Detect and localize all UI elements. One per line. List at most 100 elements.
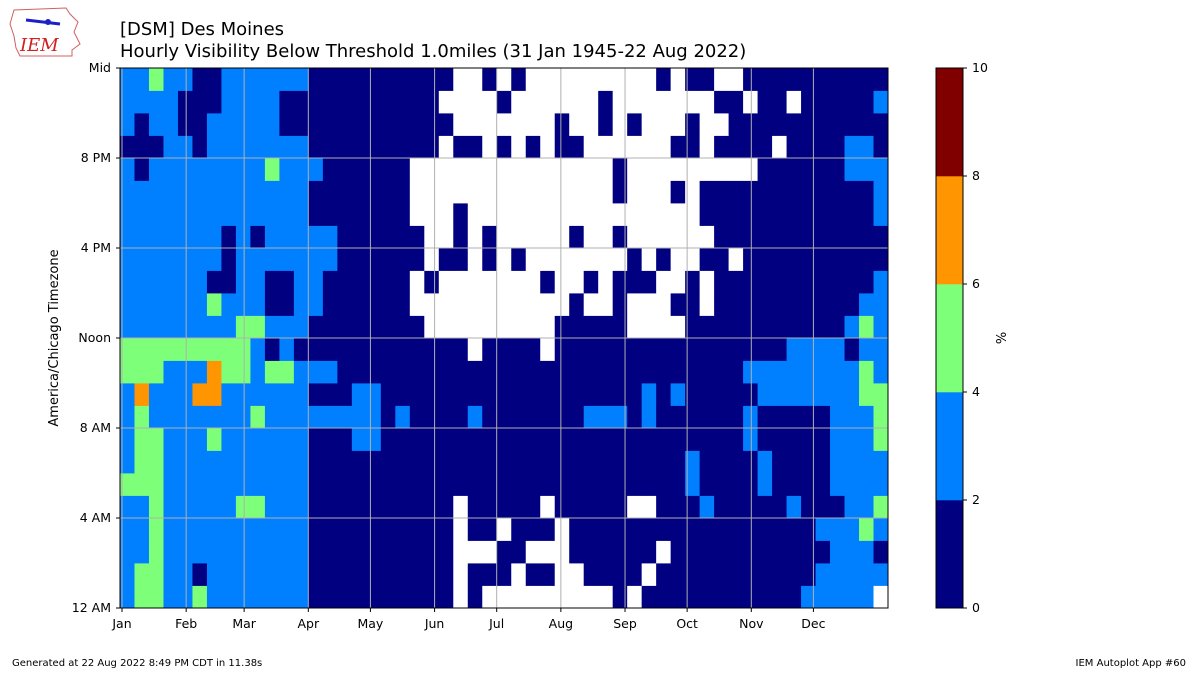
heatmap-cell bbox=[337, 338, 352, 361]
heatmap-cell bbox=[192, 136, 207, 159]
y-tick-label: 8 AM bbox=[80, 420, 111, 435]
heatmap-cell bbox=[598, 113, 613, 136]
heatmap-cell bbox=[787, 586, 802, 609]
heatmap-cell bbox=[134, 203, 149, 226]
heatmap-cell bbox=[700, 181, 715, 204]
heatmap-cell bbox=[642, 406, 657, 429]
heatmap-cell bbox=[453, 113, 468, 136]
heatmap-cell bbox=[758, 271, 773, 294]
heatmap-cell bbox=[337, 158, 352, 181]
heatmap-cell bbox=[511, 136, 526, 159]
heatmap-cell bbox=[410, 541, 425, 564]
heatmap-cell bbox=[816, 383, 831, 406]
heatmap-cell bbox=[511, 338, 526, 361]
heatmap-cell bbox=[366, 586, 381, 609]
heatmap-cell bbox=[366, 136, 381, 159]
heatmap-cell bbox=[772, 473, 787, 496]
heatmap-cell bbox=[627, 428, 642, 451]
heatmap-cell bbox=[642, 271, 657, 294]
heatmap-cell bbox=[526, 68, 541, 91]
heatmap-cell bbox=[497, 293, 512, 316]
heatmap-cell bbox=[830, 136, 845, 159]
heatmap-cell bbox=[729, 496, 744, 519]
heatmap-cell bbox=[497, 586, 512, 609]
heatmap-cell bbox=[859, 406, 874, 429]
heatmap-cell bbox=[482, 181, 497, 204]
heatmap-cell bbox=[700, 451, 715, 474]
heatmap-cell bbox=[265, 113, 280, 136]
heatmap-cell bbox=[207, 271, 222, 294]
heatmap-cell bbox=[134, 541, 149, 564]
heatmap-cell bbox=[787, 451, 802, 474]
heatmap-cell bbox=[714, 181, 729, 204]
heatmap-cell bbox=[874, 383, 889, 406]
heatmap-cell bbox=[395, 293, 410, 316]
heatmap-cell bbox=[352, 316, 367, 339]
heatmap-cell bbox=[410, 361, 425, 384]
heatmap-cell bbox=[642, 518, 657, 541]
heatmap-cell bbox=[758, 496, 773, 519]
heatmap-cell bbox=[714, 226, 729, 249]
heatmap-cell bbox=[366, 248, 381, 271]
heatmap-cell bbox=[337, 451, 352, 474]
heatmap-cell bbox=[236, 428, 251, 451]
heatmap-cell bbox=[178, 91, 193, 114]
heatmap-cell bbox=[816, 203, 831, 226]
heatmap-cell bbox=[207, 428, 222, 451]
heatmap-cell bbox=[294, 383, 309, 406]
heatmap-cell bbox=[192, 541, 207, 564]
heatmap-cell bbox=[526, 451, 541, 474]
heatmap-cell bbox=[236, 136, 251, 159]
heatmap-cell bbox=[787, 68, 802, 91]
heatmap-cell bbox=[859, 541, 874, 564]
heatmap-cell bbox=[555, 451, 570, 474]
heatmap-cell bbox=[410, 226, 425, 249]
heatmap-cell bbox=[395, 451, 410, 474]
heatmap-cell bbox=[294, 203, 309, 226]
heatmap-cell bbox=[584, 136, 599, 159]
heatmap-cell bbox=[526, 136, 541, 159]
heatmap-cell bbox=[714, 91, 729, 114]
heatmap-cell bbox=[743, 248, 758, 271]
heatmap-cell bbox=[221, 91, 236, 114]
heatmap-cell bbox=[569, 586, 584, 609]
heatmap-cell bbox=[540, 136, 555, 159]
heatmap-cell bbox=[714, 136, 729, 159]
heatmap-cell bbox=[482, 586, 497, 609]
heatmap-cell bbox=[787, 473, 802, 496]
heatmap-cell bbox=[149, 316, 164, 339]
heatmap-cell bbox=[526, 158, 541, 181]
heatmap-cell bbox=[729, 473, 744, 496]
heatmap-cell bbox=[236, 338, 251, 361]
y-tick-label: 4 AM bbox=[80, 510, 111, 525]
heatmap-cell bbox=[816, 496, 831, 519]
heatmap-cell bbox=[352, 361, 367, 384]
heatmap-cell bbox=[410, 406, 425, 429]
y-tick-label: 4 PM bbox=[81, 240, 111, 255]
heatmap-cell bbox=[555, 91, 570, 114]
heatmap-cell bbox=[642, 181, 657, 204]
heatmap-cell bbox=[482, 406, 497, 429]
heatmap-cell bbox=[366, 293, 381, 316]
heatmap-cell bbox=[149, 181, 164, 204]
heatmap-cell bbox=[540, 541, 555, 564]
heatmap-cell bbox=[163, 428, 178, 451]
heatmap-cell bbox=[700, 428, 715, 451]
heatmap-cell bbox=[569, 541, 584, 564]
heatmap-cell bbox=[772, 248, 787, 271]
heatmap-cell bbox=[279, 361, 294, 384]
heatmap-cell bbox=[294, 496, 309, 519]
heatmap-cell bbox=[584, 563, 599, 586]
heatmap-cell bbox=[482, 91, 497, 114]
heatmap-cell bbox=[381, 428, 396, 451]
heatmap-cell bbox=[627, 541, 642, 564]
heatmap-cell bbox=[772, 518, 787, 541]
heatmap-cell bbox=[279, 383, 294, 406]
heatmap-cell bbox=[830, 496, 845, 519]
heatmap-cell bbox=[627, 473, 642, 496]
heatmap-cell bbox=[526, 496, 541, 519]
heatmap-cell bbox=[598, 136, 613, 159]
heatmap-cell bbox=[555, 361, 570, 384]
heatmap-cell bbox=[221, 496, 236, 519]
heatmap-cell bbox=[656, 406, 671, 429]
